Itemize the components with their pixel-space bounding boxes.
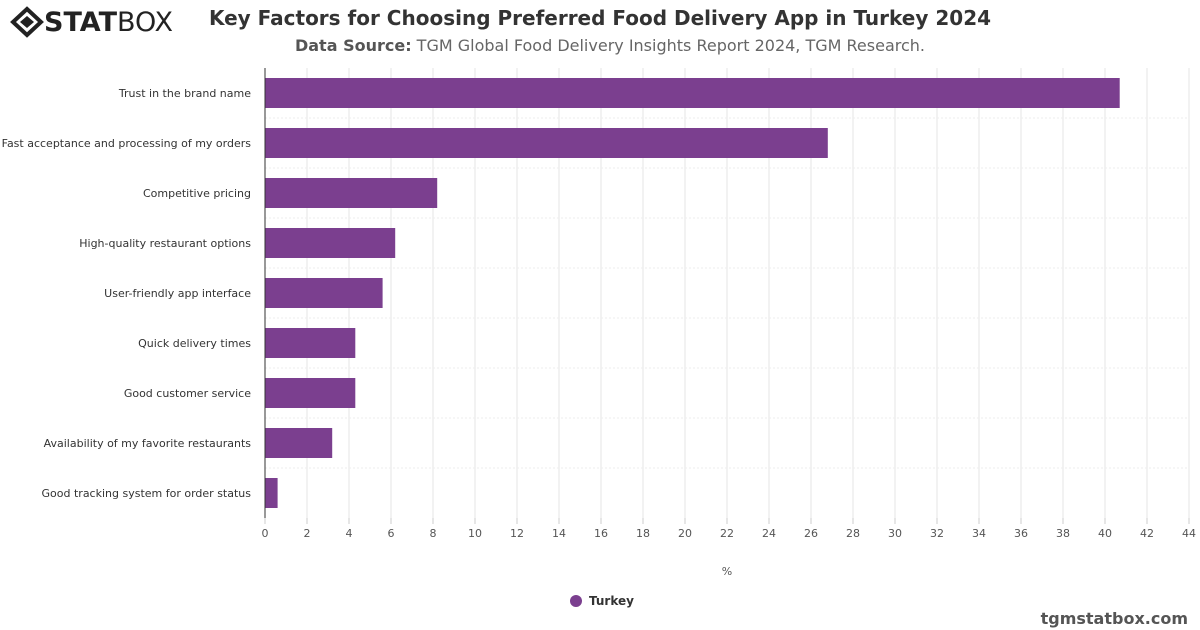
x-tick-label: 20 bbox=[678, 527, 692, 540]
bar bbox=[265, 328, 356, 358]
y-category-label: Availability of my favorite restaurants bbox=[44, 437, 252, 450]
y-category-label: High-quality restaurant options bbox=[79, 237, 251, 250]
x-tick-label: 22 bbox=[720, 527, 734, 540]
x-tick-label: 26 bbox=[804, 527, 818, 540]
x-tick-label: 44 bbox=[1182, 527, 1196, 540]
x-tick-label: 12 bbox=[510, 527, 524, 540]
x-tick-label: 18 bbox=[636, 527, 650, 540]
legend-item-turkey[interactable]: Turkey bbox=[570, 594, 634, 608]
x-tick-label: 30 bbox=[888, 527, 902, 540]
y-category-label: Trust in the brand name bbox=[118, 87, 251, 100]
site-credit: tgmstatbox.com bbox=[1040, 609, 1188, 628]
diamond-logo-icon bbox=[10, 6, 44, 38]
bar bbox=[265, 178, 438, 208]
x-tick-label: 8 bbox=[430, 527, 437, 540]
y-category-label: Good customer service bbox=[124, 387, 251, 400]
x-tick-label: 6 bbox=[388, 527, 395, 540]
x-tick-label: 0 bbox=[262, 527, 269, 540]
bar bbox=[265, 78, 1120, 108]
x-tick-label: 32 bbox=[930, 527, 944, 540]
y-category-label: Quick delivery times bbox=[138, 337, 251, 350]
x-tick-label: 34 bbox=[972, 527, 986, 540]
bar bbox=[265, 378, 356, 408]
bar bbox=[265, 478, 278, 508]
chart-title: Key Factors for Choosing Preferred Food … bbox=[208, 6, 992, 30]
x-tick-label: 24 bbox=[762, 527, 776, 540]
x-tick-label: 36 bbox=[1014, 527, 1028, 540]
statbox-logo: STAT BOX bbox=[10, 6, 173, 38]
x-tick-label: 2 bbox=[304, 527, 311, 540]
legend-marker bbox=[570, 595, 582, 607]
y-category-label: Good tracking system for order status bbox=[42, 487, 252, 500]
bar bbox=[265, 128, 828, 158]
x-tick-label: 14 bbox=[552, 527, 566, 540]
bar bbox=[265, 228, 396, 258]
y-category-label: User-friendly app interface bbox=[104, 287, 251, 300]
logo-text: STAT bbox=[44, 6, 117, 38]
x-tick-label: 4 bbox=[346, 527, 353, 540]
bar bbox=[265, 278, 383, 308]
x-tick-label: 10 bbox=[468, 527, 482, 540]
x-tick-label: 28 bbox=[846, 527, 860, 540]
x-tick-label: 40 bbox=[1098, 527, 1112, 540]
x-tick-label: 16 bbox=[594, 527, 608, 540]
bar bbox=[265, 428, 333, 458]
y-category-label: Fast acceptance and processing of my ord… bbox=[2, 137, 252, 150]
data-source: Data Source: TGM Global Food Delivery In… bbox=[294, 36, 926, 55]
y-category-label: Competitive pricing bbox=[143, 187, 251, 200]
x-tick-label: 42 bbox=[1140, 527, 1154, 540]
x-axis-title: % bbox=[722, 565, 732, 578]
x-tick-label: 38 bbox=[1056, 527, 1070, 540]
